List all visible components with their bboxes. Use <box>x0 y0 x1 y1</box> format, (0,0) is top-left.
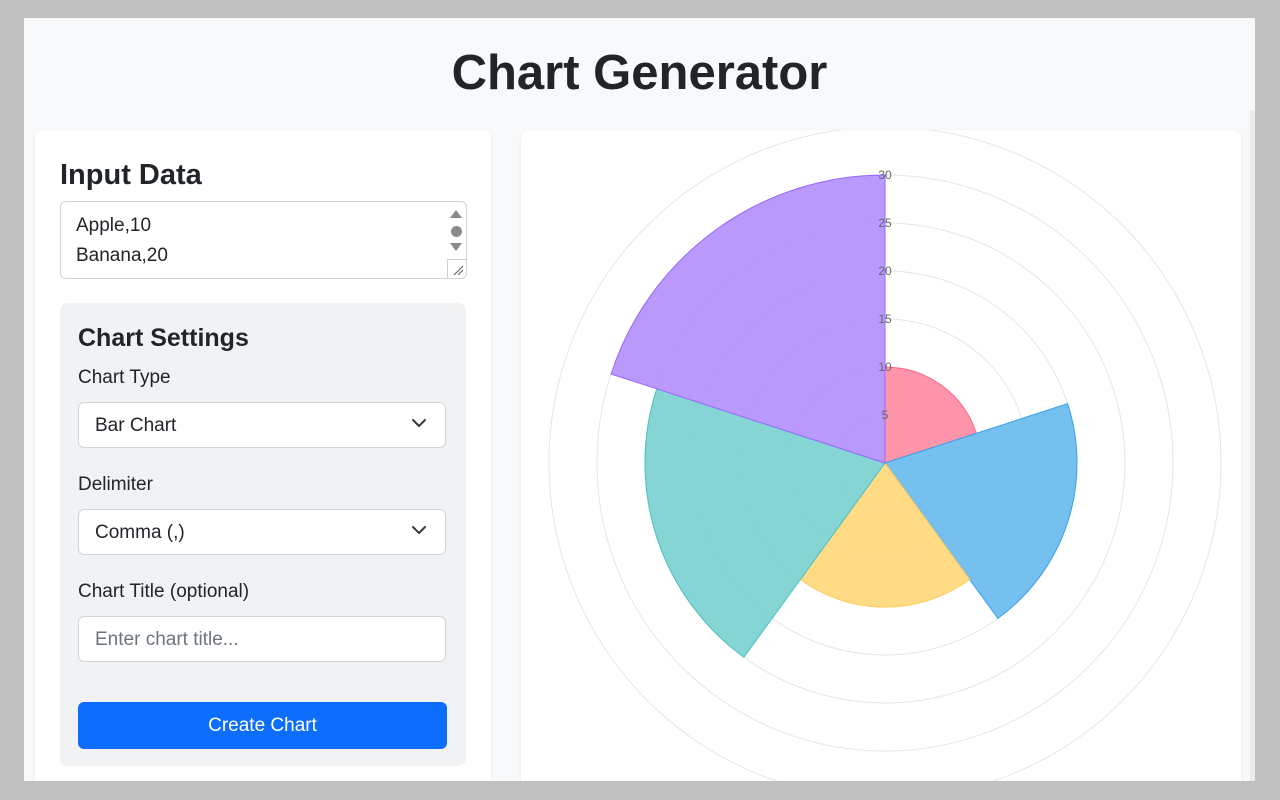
radial-tick-label: 15 <box>878 312 892 326</box>
input-card: Input Data Apple,10 Banana,20 Chart Sett… <box>35 130 491 781</box>
chevron-down-icon <box>412 526 426 534</box>
polar-segment[interactable] <box>610 174 886 464</box>
chart-type-value: Bar Chart <box>95 415 177 436</box>
page: Chart Generator Input Data Apple,10 Bana… <box>24 18 1255 781</box>
settings-heading: Chart Settings <box>78 324 249 352</box>
radial-tick-label: 20 <box>878 264 892 278</box>
textarea-line: Apple,10 <box>76 215 152 236</box>
chart-title-label: Chart Title (optional) <box>78 581 250 602</box>
radial-tick-label: 30 <box>878 168 892 182</box>
radial-tick-label: 5 <box>882 408 889 422</box>
polar-segment[interactable] <box>884 366 977 464</box>
scroll-thumb[interactable] <box>451 226 462 237</box>
scroll-down-arrow-icon[interactable] <box>450 243 462 251</box>
chart-card: 5 10 15 20 25 30 <box>521 130 1241 781</box>
page-edge <box>1250 110 1255 781</box>
delimiter-select[interactable]: Comma (,) <box>78 509 446 555</box>
chart-type-select[interactable]: Bar Chart <box>78 402 446 448</box>
polar-segment[interactable] <box>799 462 971 608</box>
textarea-line: Banana,20 <box>76 245 168 266</box>
data-textarea[interactable]: Apple,10 Banana,20 <box>60 201 467 279</box>
create-chart-button[interactable]: Create Chart <box>78 702 447 749</box>
radial-tick-label: 10 <box>878 360 892 374</box>
chart-title-input[interactable]: Enter chart title... <box>78 616 446 662</box>
textarea-scrollbar[interactable] <box>448 206 464 260</box>
chart-title-placeholder: Enter chart title... <box>95 629 239 650</box>
input-heading: Input Data <box>60 159 202 191</box>
polar-segment[interactable] <box>644 388 886 658</box>
radial-tick-label: 25 <box>878 216 892 230</box>
polar-segment[interactable] <box>884 403 1078 620</box>
polar-area-chart: 5 10 15 20 25 30 <box>548 130 1222 781</box>
delimiter-value: Comma (,) <box>95 522 185 543</box>
chart-type-label: Chart Type <box>78 367 171 388</box>
chevron-down-icon <box>412 419 426 427</box>
grid-circle <box>548 130 1222 781</box>
page-title: Chart Generator <box>451 46 828 100</box>
delimiter-label: Delimiter <box>78 474 153 495</box>
chart-settings-panel: Chart Settings Chart Type Bar Chart Deli… <box>60 303 466 766</box>
resize-grip-icon <box>453 265 464 276</box>
resize-handle-icon[interactable] <box>447 259 466 278</box>
scroll-up-arrow-icon[interactable] <box>450 210 462 218</box>
